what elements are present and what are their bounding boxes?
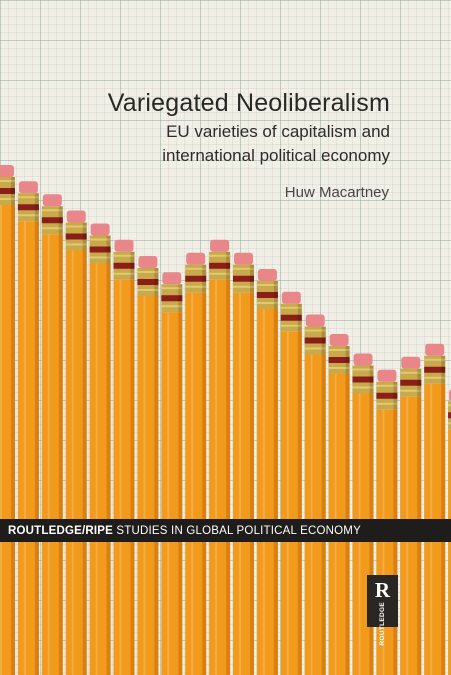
pencil-bar xyxy=(256,269,278,675)
pencil-bar xyxy=(328,334,350,675)
pencil-bar xyxy=(424,343,446,675)
pencil-bar xyxy=(209,239,231,675)
book-subtitle-line-1: EU varieties of capitalism and xyxy=(166,122,390,141)
publisher-logo-icon: R xyxy=(374,578,391,602)
pencil-bar xyxy=(161,272,183,675)
pencil-bar xyxy=(185,252,207,675)
pencil-bar xyxy=(113,239,135,675)
pencil-bar xyxy=(41,194,63,675)
series-name-bold: ROUTLEDGE/RIPE xyxy=(8,524,114,537)
pencil-bar xyxy=(65,210,87,675)
book-subtitle-line-2: international political economy xyxy=(162,146,390,165)
pencil-bar xyxy=(400,356,422,675)
title-block: Variegated Neoliberalism EU varieties of… xyxy=(108,86,390,168)
publisher-logo: R ROUTLEDGE xyxy=(367,575,398,646)
pencil-bar xyxy=(0,165,15,675)
publisher-name: ROUTLEDGE xyxy=(379,602,386,646)
pencil-bar xyxy=(137,256,159,675)
book-title: Variegated Neoliberalism xyxy=(107,89,390,117)
series-band: ROUTLEDGE/RIPE STUDIES IN GLOBAL POLITIC… xyxy=(0,519,451,542)
pencil-bar xyxy=(17,181,39,675)
author-name: Huw Macartney xyxy=(284,184,389,201)
pencil-bar xyxy=(280,291,302,675)
series-name-rest: STUDIES IN GLOBAL POLITICAL ECONOMY xyxy=(113,524,361,537)
pencil-bar xyxy=(89,223,111,675)
series-name: ROUTLEDGE/RIPE STUDIES IN GLOBAL POLITIC… xyxy=(0,525,361,537)
pencil-bar xyxy=(304,314,326,675)
pencil-bar xyxy=(233,252,254,675)
